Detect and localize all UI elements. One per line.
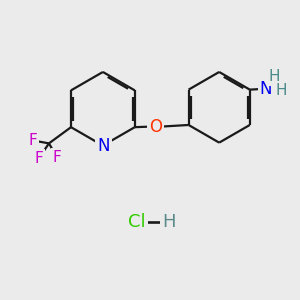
Text: N: N xyxy=(260,80,272,98)
Text: F: F xyxy=(34,151,43,166)
Text: H: H xyxy=(275,83,287,98)
Text: H: H xyxy=(162,213,176,231)
Text: N: N xyxy=(97,136,110,154)
Text: F: F xyxy=(53,150,62,165)
Text: F: F xyxy=(28,133,37,148)
Text: H: H xyxy=(268,69,280,84)
Text: O: O xyxy=(149,118,163,136)
Text: Cl: Cl xyxy=(128,213,146,231)
